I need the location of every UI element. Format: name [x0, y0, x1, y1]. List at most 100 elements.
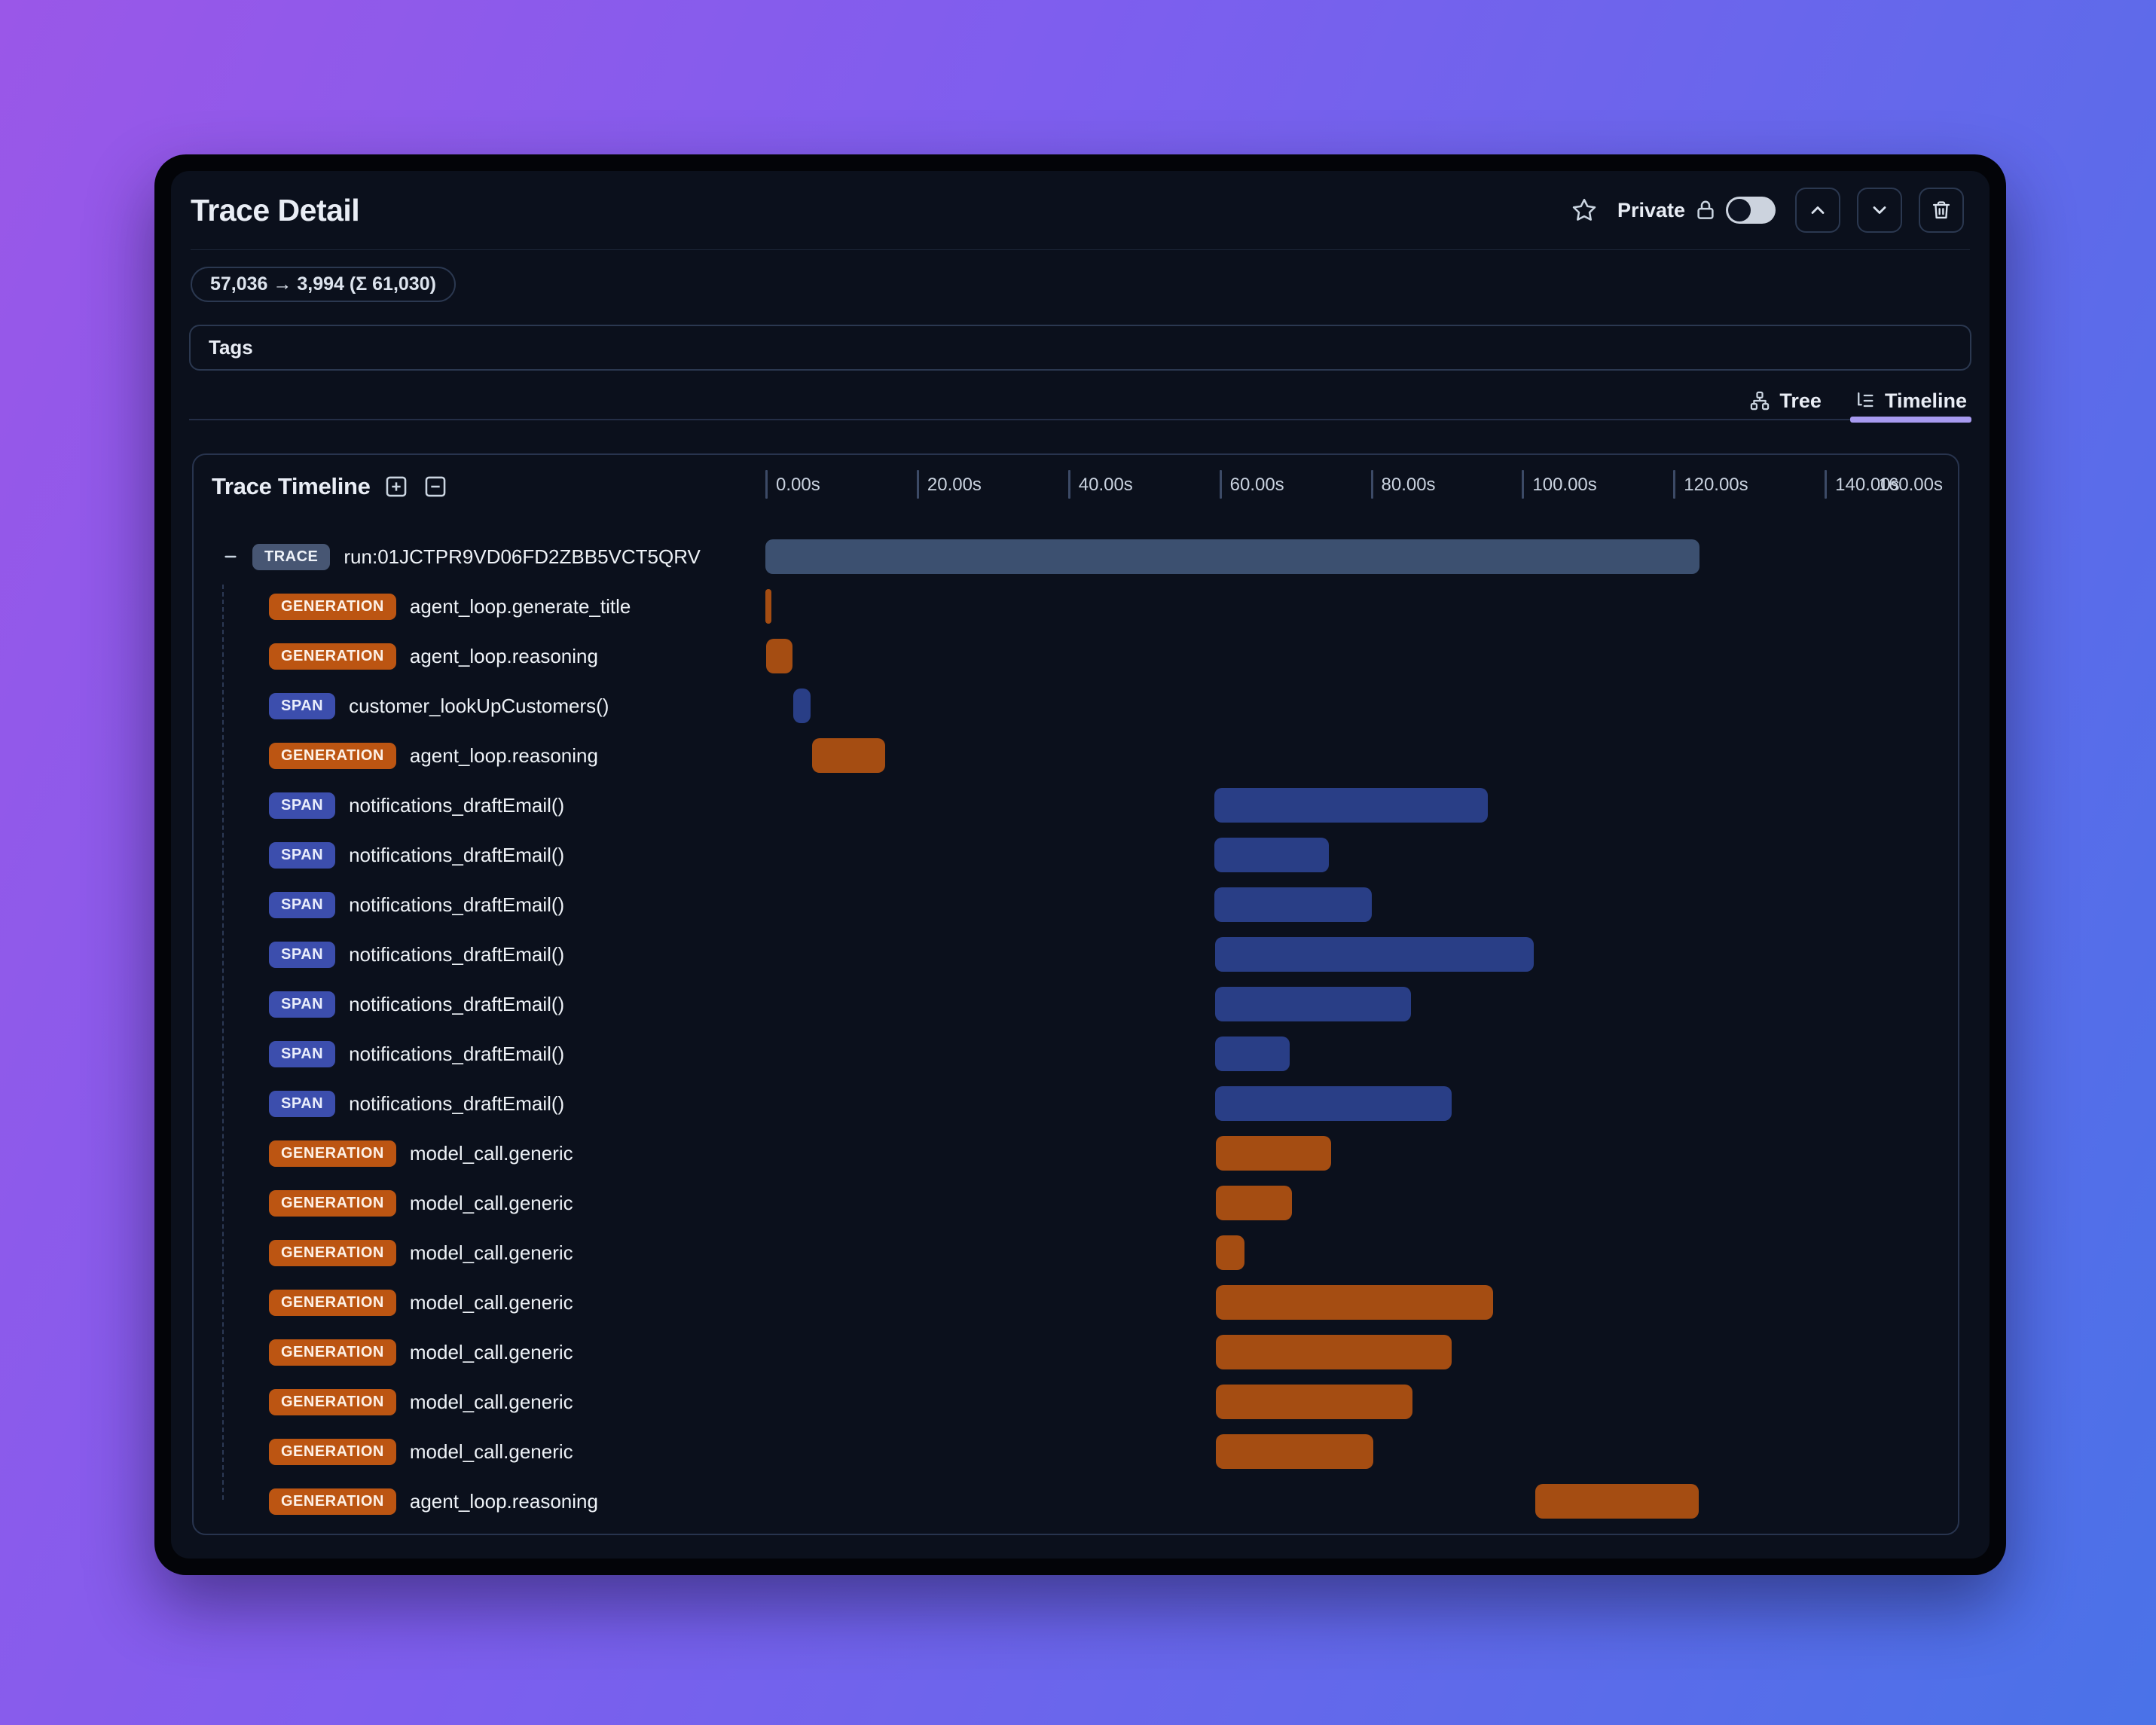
- observation-type-badge: TRACE: [252, 543, 331, 570]
- timeline-bar[interactable]: [1214, 838, 1330, 872]
- delete-trace-button[interactable]: [1919, 188, 1964, 233]
- timeline-row[interactable]: SPAN notifications_draftEmail(): [194, 979, 1958, 1029]
- observation-name: model_call.generic: [409, 1440, 573, 1463]
- timeline-bar[interactable]: [1214, 887, 1372, 922]
- timeline-row[interactable]: GENERATION model_call.generic: [194, 1377, 1958, 1427]
- timeline-bar[interactable]: [1215, 1235, 1244, 1270]
- tags-box[interactable]: Tags: [189, 325, 1971, 371]
- trash-icon: [1932, 201, 1950, 219]
- tab-timeline-label: Timeline: [1884, 389, 1967, 412]
- timeline-bar[interactable]: [1215, 1186, 1293, 1220]
- timeline-rows: TRACE run:01JCTPR9VD06FD2ZBB5VCT5QRV GEN…: [194, 532, 1958, 1526]
- observation-type-badge: SPAN: [269, 1040, 336, 1067]
- nav-buttons: [1795, 188, 1964, 233]
- timeline-bar[interactable]: [1214, 937, 1535, 972]
- timeline-bar[interactable]: [1214, 1086, 1452, 1121]
- timeline-row[interactable]: GENERATION model_call.generic: [194, 1178, 1958, 1228]
- observation-name: notifications_draftEmail(): [349, 893, 565, 916]
- star-icon[interactable]: [1571, 197, 1598, 224]
- observation-name: model_call.generic: [409, 1340, 573, 1363]
- expand-all-button[interactable]: [383, 473, 410, 500]
- token-usage-badge[interactable]: 57,036 → 3,994 (Σ 61,030): [191, 267, 456, 302]
- tree-hierarchy-icon: [1749, 390, 1770, 411]
- timeline-row[interactable]: GENERATION model_call.generic: [194, 1327, 1958, 1377]
- timeline-bar[interactable]: [1215, 1285, 1494, 1320]
- timeline-bar[interactable]: [812, 738, 885, 773]
- timeline-bar[interactable]: [1535, 1484, 1699, 1519]
- timeline-row[interactable]: GENERATION model_call.generic: [194, 1278, 1958, 1327]
- privacy-toggle[interactable]: [1726, 197, 1776, 224]
- observation-name: notifications_draftEmail(): [349, 1091, 565, 1115]
- observation-name: agent_loop.generate_title: [409, 594, 631, 618]
- axis-tick-line: [916, 470, 919, 499]
- observation-name: agent_loop.reasoning: [409, 1489, 598, 1513]
- observation-name: notifications_draftEmail(): [349, 793, 565, 817]
- timeline-row[interactable]: GENERATION model_call.generic: [194, 1427, 1958, 1476]
- axis-tick-label: 40.00s: [1078, 475, 1133, 495]
- timeline-bar[interactable]: [766, 639, 793, 673]
- chevron-down-icon: [1873, 206, 1886, 214]
- observation-type-badge: GENERATION: [269, 643, 396, 670]
- timeline-bar[interactable]: [1215, 1385, 1412, 1419]
- chevron-up-icon: [1811, 206, 1825, 214]
- page-header: Trace Detail Private: [189, 171, 1971, 249]
- timeline-row[interactable]: GENERATION agent_loop.generate_title: [194, 582, 1958, 631]
- timeline-bar[interactable]: [1214, 788, 1489, 823]
- timeline-row[interactable]: GENERATION model_call.generic: [194, 1128, 1958, 1178]
- observation-type-badge: GENERATION: [269, 1438, 396, 1465]
- timeline-row[interactable]: SPAN notifications_draftEmail(): [194, 930, 1958, 979]
- observation-type-badge: GENERATION: [269, 1189, 396, 1217]
- timeline-row[interactable]: SPAN notifications_draftEmail(): [194, 780, 1958, 830]
- observation-type-badge: GENERATION: [269, 742, 396, 769]
- tab-timeline[interactable]: Timeline: [1849, 383, 1972, 423]
- observation-type-badge: GENERATION: [269, 1488, 396, 1515]
- prev-trace-button[interactable]: [1795, 188, 1840, 233]
- axis-end-label: 160.00s: [1878, 475, 1943, 495]
- observation-type-badge: GENERATION: [269, 1388, 396, 1415]
- timeline-row[interactable]: GENERATION agent_loop.reasoning: [194, 1476, 1958, 1526]
- timeline-row[interactable]: SPAN notifications_draftEmail(): [194, 1029, 1958, 1079]
- observation-type-badge: SPAN: [269, 891, 336, 918]
- timeline-bar[interactable]: [793, 688, 811, 723]
- timeline-row[interactable]: SPAN notifications_draftEmail(): [194, 1079, 1958, 1128]
- observation-name: agent_loop.reasoning: [409, 743, 598, 767]
- timeline-bar[interactable]: [1215, 1136, 1332, 1171]
- axis-tick-label: 0.00s: [776, 475, 820, 495]
- timeline-row[interactable]: GENERATION model_call.generic: [194, 1228, 1958, 1278]
- page-title: Trace Detail: [191, 192, 360, 227]
- axis-tick-line: [1825, 470, 1828, 499]
- header-actions: Private: [1571, 188, 1964, 233]
- collapse-all-button[interactable]: [422, 473, 449, 500]
- timeline-bar[interactable]: [1214, 987, 1411, 1021]
- timeline-bar[interactable]: [1214, 1037, 1290, 1071]
- timeline-row[interactable]: GENERATION agent_loop.reasoning: [194, 631, 1958, 681]
- trace-detail-page: Trace Detail Private: [171, 171, 1990, 1559]
- timeline-row[interactable]: SPAN customer_lookUpCustomers(): [194, 681, 1958, 731]
- observation-name: model_call.generic: [409, 1241, 573, 1264]
- collapse-row-icon[interactable]: [221, 548, 240, 565]
- tab-tree[interactable]: Tree: [1749, 383, 1822, 419]
- observation-name: customer_lookUpCustomers(): [349, 694, 609, 717]
- observation-type-badge: SPAN: [269, 991, 336, 1018]
- timeline-row[interactable]: TRACE run:01JCTPR9VD06FD2ZBB5VCT5QRV: [194, 532, 1958, 582]
- observation-type-badge: SPAN: [269, 941, 336, 968]
- timeline-bar[interactable]: [765, 539, 1700, 574]
- observation-name: notifications_draftEmail(): [349, 843, 565, 866]
- axis-tick-label: 60.00s: [1229, 475, 1284, 495]
- header-divider: [191, 249, 1970, 250]
- timeline-row[interactable]: GENERATION agent_loop.reasoning: [194, 731, 1958, 780]
- observation-name: agent_loop.reasoning: [409, 644, 598, 667]
- view-tabs: Tree Timeline: [189, 383, 1972, 423]
- axis-tick-label: 80.00s: [1381, 475, 1436, 495]
- timeline-bar[interactable]: [1215, 1335, 1452, 1369]
- plus-square-icon: [386, 476, 406, 497]
- axis-tick-label: 100.00s: [1532, 475, 1597, 495]
- axis-tick-line: [1219, 470, 1222, 499]
- timeline-row[interactable]: SPAN notifications_draftEmail(): [194, 880, 1958, 930]
- axis-tick-line: [1522, 470, 1525, 499]
- timeline-row[interactable]: SPAN notifications_draftEmail(): [194, 830, 1958, 880]
- next-trace-button[interactable]: [1857, 188, 1902, 233]
- timeline-bar[interactable]: [765, 589, 772, 624]
- axis-tick-label: 120.00s: [1684, 475, 1748, 495]
- timeline-bar[interactable]: [1215, 1434, 1373, 1469]
